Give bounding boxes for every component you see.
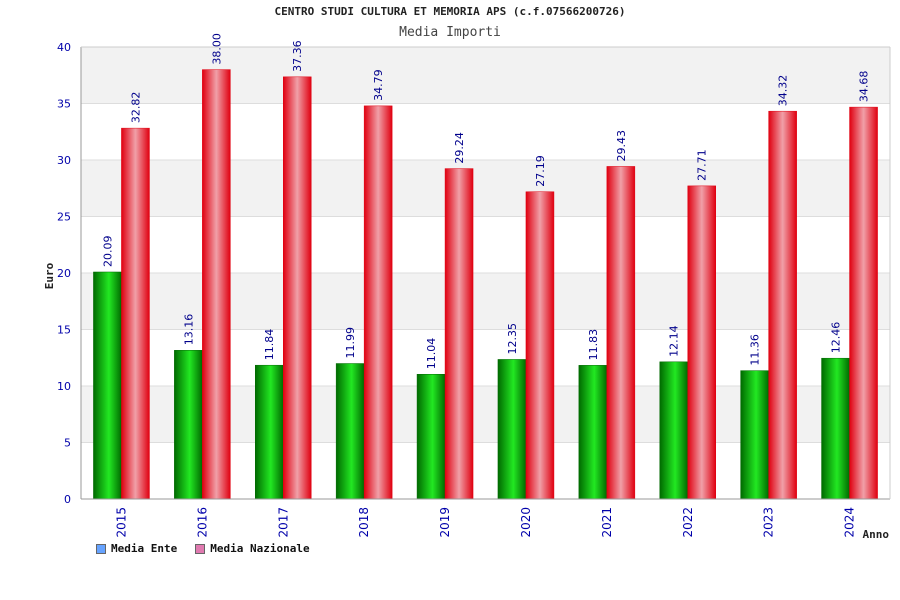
x-tick-label: 2017 [276, 507, 290, 538]
axes [80, 46, 891, 500]
x-tick-label: 2023 [762, 507, 776, 538]
bar-data-label: 11.83 [587, 329, 600, 361]
legend-label-nazionale: Media Nazionale [210, 542, 310, 555]
legend-item-ente: Media Ente [96, 542, 177, 555]
bar-media-ente [497, 359, 527, 500]
bar-media-nazionale [606, 166, 636, 500]
bar-data-label: 20.09 [101, 235, 114, 267]
bar-labels: 20.09 32.82 13.16 38.00 11.84 37.36 11.99 34.79… [101, 33, 870, 369]
bar-data-label: 38.00 [210, 33, 223, 65]
x-axis-label: Anno [863, 528, 890, 541]
y-tick-label: 40 [57, 41, 71, 54]
legend: Media Ente Media Nazionale [96, 542, 310, 555]
x-tick-label: 2018 [357, 507, 371, 538]
y-tick-label: 15 [57, 324, 71, 337]
bar-data-label: 27.71 [696, 149, 709, 181]
bar-media-nazionale [687, 185, 716, 500]
y-tick-label: 5 [64, 437, 71, 450]
x-tick-label: 2021 [600, 507, 614, 538]
bar-media-nazionale [121, 127, 150, 500]
bar-data-label: 13.16 [182, 314, 195, 346]
bar-data-label: 34.79 [372, 69, 385, 101]
bar-media-nazionale [283, 76, 312, 500]
legend-swatch-ente [96, 543, 106, 554]
bar-media-nazionale [444, 168, 474, 500]
legend-swatch-nazionale [195, 543, 206, 554]
bar-data-label: 37.36 [291, 40, 304, 72]
bar-data-label: 12.14 [668, 325, 681, 357]
bar-data-label: 11.04 [425, 338, 438, 370]
bar-media-nazionale [849, 106, 878, 500]
legend-item-nazionale: Media Nazionale [195, 542, 310, 555]
x-tick-label: 2022 [681, 507, 695, 538]
bar-media-nazionale [525, 191, 555, 500]
bar-media-ente [578, 365, 608, 500]
bar-data-label: 12.35 [506, 323, 519, 355]
bar-data-label: 34.68 [858, 71, 871, 103]
x-tick-label: 2015 [114, 507, 128, 538]
y-tick-label: 10 [57, 380, 71, 393]
y-tick-label: 35 [57, 98, 71, 111]
bar-media-nazionale [768, 110, 797, 500]
bar-data-label: 32.82 [129, 92, 142, 124]
bar-data-label: 11.84 [263, 329, 276, 361]
bar-data-label: 12.46 [830, 322, 843, 354]
legend-label-ente: Media Ente [111, 542, 178, 555]
bar-data-label: 29.24 [453, 132, 466, 164]
bar-media-ente [821, 357, 850, 500]
bar-media-ente [174, 350, 203, 500]
bar-media-ente [255, 364, 284, 500]
x-tick-label: 2016 [195, 507, 209, 538]
y-axis-label: Euro [43, 262, 56, 289]
bar-data-label: 29.43 [615, 130, 628, 162]
y-tick-label: 30 [57, 154, 71, 167]
x-tick-label: 2024 [843, 507, 857, 538]
bar-media-ente [416, 373, 446, 500]
y-tick-label: 0 [64, 493, 71, 506]
bar-media-ente [740, 370, 769, 500]
y-tick-label: 20 [57, 267, 71, 280]
bar-data-label: 27.19 [534, 155, 547, 187]
bars [93, 69, 878, 500]
bar-data-label: 34.32 [777, 75, 790, 107]
x-tick-label: 2019 [438, 507, 452, 538]
y-tick-labels: 0 5 10 15 20 25 30 35 40 [57, 41, 71, 506]
bar-media-nazionale [363, 105, 393, 500]
x-tick-label: 2020 [519, 507, 533, 538]
bar-media-ente [659, 361, 688, 500]
bar-data-label: 11.36 [749, 334, 762, 366]
bar-data-label: 11.99 [344, 327, 357, 359]
bar-media-nazionale [202, 69, 231, 500]
bar-media-ente [93, 271, 122, 500]
y-tick-label: 25 [57, 211, 71, 224]
chart-title: CENTRO STUDI CULTURA ET MEMORIA APS (c.f… [274, 5, 626, 18]
chart-subtitle: Media Importi [399, 25, 501, 40]
x-tick-labels: 2015 2016 2017 2018 2019 2020 2021 2022 2023 2024 [114, 507, 856, 538]
bar-media-ente [335, 363, 365, 500]
